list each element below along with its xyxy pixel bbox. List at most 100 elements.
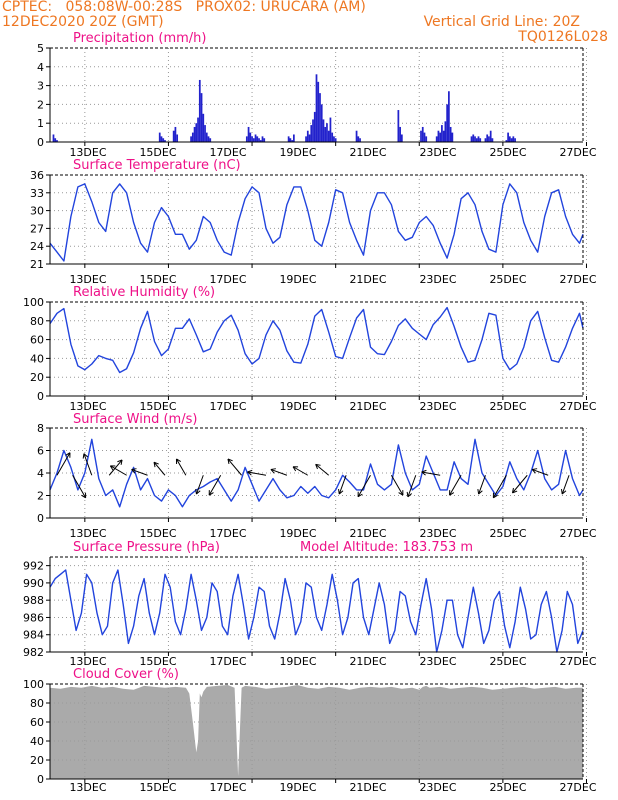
precip-bar xyxy=(256,136,259,142)
wind-arrow-head xyxy=(131,469,136,474)
precip-bar xyxy=(449,126,452,142)
x-tick-label: 19DEC xyxy=(279,655,316,668)
x-tick-label: 25DEC xyxy=(489,273,526,286)
wind-arrow xyxy=(421,471,441,476)
y-tick-label: 80 xyxy=(30,315,44,328)
header-model-id: TQ0126L028 xyxy=(518,29,608,45)
wind-arrow-head xyxy=(208,492,214,496)
x-tick-label: 21DEC xyxy=(349,781,386,794)
x-tick-label: 19DEC xyxy=(279,527,316,540)
precip-bar xyxy=(254,134,257,142)
wind-arrow xyxy=(315,463,330,476)
precip-bar xyxy=(202,113,205,142)
wind-arrow-head xyxy=(398,492,404,496)
wind-arrow xyxy=(357,474,371,497)
precip-bar xyxy=(437,130,440,142)
x-tick-label: 23DEC xyxy=(419,400,456,413)
precip-bar xyxy=(164,140,166,142)
precip-bar xyxy=(174,126,177,142)
y-tick-label: 24 xyxy=(30,240,44,253)
y-tick-label: 60 xyxy=(30,334,44,347)
precip-bar xyxy=(334,138,337,142)
precip-bar xyxy=(446,104,449,142)
precip-bar xyxy=(191,132,194,142)
wind-arrow-head xyxy=(561,490,567,495)
y-tick-label: 40 xyxy=(30,352,44,365)
wind-arrow-head xyxy=(109,465,114,471)
precip-bar xyxy=(54,138,57,142)
precip-bar xyxy=(319,93,321,142)
precip-bar xyxy=(289,138,292,142)
precip-bar xyxy=(207,136,210,142)
precip-bar xyxy=(441,125,443,142)
precip-bar xyxy=(193,126,196,142)
precip-bar xyxy=(263,138,266,142)
x-tick-label: 15DEC xyxy=(139,146,176,159)
wind-arrow xyxy=(83,453,93,476)
wind-arrow xyxy=(56,452,71,476)
wind-arrow xyxy=(338,475,347,495)
wind-arrow xyxy=(131,468,148,476)
x-tick-label: 15DEC xyxy=(139,781,176,794)
wind-arrow xyxy=(208,474,222,496)
x-tick-label: 17DEC xyxy=(209,527,246,540)
precip-bar xyxy=(308,134,311,142)
precip-bar xyxy=(439,132,442,142)
y-tick-label: 100 xyxy=(23,296,44,309)
wind-arrow-head xyxy=(227,458,230,465)
y-tick-label: 40 xyxy=(30,735,44,748)
wind-arrow-head xyxy=(421,469,427,473)
precip-bar xyxy=(56,140,58,142)
precip-bar xyxy=(484,138,487,142)
x-tick-label: 27DEC xyxy=(559,527,596,540)
wind-arrow-head xyxy=(176,458,181,462)
precip-bar xyxy=(209,138,212,142)
x-tick-label: 25DEC xyxy=(489,527,526,540)
precip-bar xyxy=(329,117,332,142)
precip-bar xyxy=(448,91,450,142)
y-tick-label: 60 xyxy=(30,716,44,729)
x-tick-label: 13DEC xyxy=(69,146,106,159)
precip-bar xyxy=(247,126,250,142)
precip-bar xyxy=(359,138,361,142)
precip-bar xyxy=(324,126,327,142)
panel-pressure: Surface Pressure (hPa) Model Altitude: 18… xyxy=(23,540,597,668)
precip-bar xyxy=(305,136,307,142)
y-tick-label: 992 xyxy=(23,560,44,573)
precip-bar xyxy=(245,136,248,142)
precip-bar xyxy=(510,138,513,142)
precip-bar xyxy=(355,130,358,142)
x-tick-label: 25DEC xyxy=(489,655,526,668)
wind-arrow xyxy=(532,468,549,476)
precip-bar xyxy=(470,136,473,142)
precip-bar xyxy=(313,111,316,142)
y-tick-label: 6 xyxy=(37,445,44,458)
precip-bar xyxy=(479,138,482,142)
wind-arrow-head xyxy=(477,489,480,495)
x-tick-label: 23DEC xyxy=(419,527,456,540)
x-tick-label: 27DEC xyxy=(559,146,596,159)
y-tick-label: 982 xyxy=(23,646,44,659)
y-tick-label: 80 xyxy=(30,697,44,710)
precip-bar xyxy=(322,119,325,142)
precip-bar xyxy=(507,132,509,142)
precip-bar xyxy=(327,130,330,142)
x-tick-label: 13DEC xyxy=(69,273,106,286)
x-tick-label: 13DEC xyxy=(69,400,106,413)
precip-bar xyxy=(400,134,403,142)
precip-bar xyxy=(486,134,489,142)
y-tick-label: 36 xyxy=(30,169,44,182)
y-tick-label: 33 xyxy=(30,187,44,200)
panel-title: Surface Temperature (nC) xyxy=(73,158,241,173)
wind-arrow xyxy=(227,458,242,476)
x-tick-label: 21DEC xyxy=(349,655,386,668)
wind-arrow-head xyxy=(292,466,297,472)
cloud-cover-area xyxy=(50,685,583,779)
panel-temp: Surface Temperature (nC) 21 24 27 30 33 36 13DE… xyxy=(30,158,597,286)
wind-arrow xyxy=(153,461,166,476)
precip-bar xyxy=(251,136,253,142)
panel-title: Cloud Cover (%) xyxy=(73,667,179,682)
panel-rh: Relative Humidity (%) 0 20 40 60 80 100 13DEC 15… xyxy=(23,285,597,413)
y-tick-label: 986 xyxy=(23,611,44,624)
precip-bar xyxy=(505,140,508,142)
